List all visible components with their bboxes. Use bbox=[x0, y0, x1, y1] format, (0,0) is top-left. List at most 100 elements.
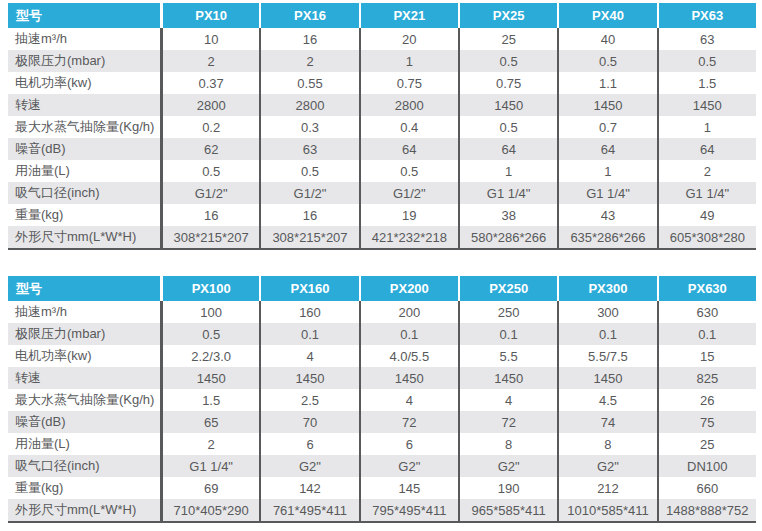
spec-value-cell: 1 bbox=[458, 160, 557, 182]
spec-value-cell: 10 bbox=[160, 28, 259, 50]
spec-value-cell: 965*585*411 bbox=[458, 499, 557, 523]
spec-value-cell: G1/2" bbox=[160, 182, 259, 204]
spec-value-cell: G1/2" bbox=[359, 182, 458, 204]
row-label: 抽速m³/h bbox=[8, 28, 160, 50]
spec-value-cell: 4 bbox=[458, 389, 557, 411]
spec-value-cell: G2" bbox=[259, 455, 358, 477]
spec-value-cell: 1450 bbox=[160, 367, 259, 389]
spec-value-cell: 5.5/7.5 bbox=[557, 345, 656, 367]
spec-value-cell: G1/2" bbox=[259, 182, 358, 204]
spec-value-cell: 605*308*280 bbox=[657, 226, 756, 250]
table-row: 电机功率(kw)2.2/3.044.0/5.55.55.5/7.515 bbox=[8, 345, 756, 367]
row-label: 重量(kg) bbox=[8, 477, 160, 499]
spec-value-cell: 16 bbox=[259, 28, 358, 50]
row-label: 吸气口径(inch) bbox=[8, 182, 160, 204]
spec-value-cell: 1450 bbox=[557, 367, 656, 389]
spec-value-cell: 635*286*266 bbox=[557, 226, 656, 250]
model-column-header: PX630 bbox=[657, 276, 756, 301]
row-label: 外形尺寸mm(L*W*H) bbox=[8, 226, 160, 250]
spec-value-cell: 0.5 bbox=[458, 116, 557, 138]
spec-value-cell: 69 bbox=[160, 477, 259, 499]
spec-table-large-models: 型号PX100PX160PX200PX250PX300PX630抽速m³/h10… bbox=[8, 276, 756, 523]
model-column-header: PX16 bbox=[259, 3, 358, 28]
spec-value-cell: 63 bbox=[259, 138, 358, 160]
header-row: 型号PX100PX160PX200PX250PX300PX630 bbox=[8, 276, 756, 301]
table-row: 重量(kg)161619384349 bbox=[8, 204, 756, 226]
table-header-label: 型号 bbox=[8, 3, 160, 28]
spec-value-cell: 2 bbox=[160, 50, 259, 72]
spec-value-cell: 1450 bbox=[657, 94, 756, 116]
table-row: 外形尺寸mm(L*W*H)308*215*207308*215*207421*2… bbox=[8, 226, 756, 250]
spec-value-cell: 1450 bbox=[557, 94, 656, 116]
spec-value-cell: 0.1 bbox=[657, 323, 756, 345]
spec-value-cell: 4.5 bbox=[557, 389, 656, 411]
table-row: 外形尺寸mm(L*W*H)710*405*290761*495*411795*4… bbox=[8, 499, 756, 523]
table-row: 电机功率(kw)0.370.550.750.751.11.5 bbox=[8, 72, 756, 94]
spec-value-cell: 40 bbox=[557, 28, 656, 50]
table-row: 转速14501450145014501450825 bbox=[8, 367, 756, 389]
spec-value-cell: G1 1/4" bbox=[657, 182, 756, 204]
row-label: 外形尺寸mm(L*W*H) bbox=[8, 499, 160, 523]
spec-value-cell: 0.75 bbox=[458, 72, 557, 94]
table-row: 吸气口径(inch)G1/2"G1/2"G1/2"G1 1/4"G1 1/4"G… bbox=[8, 182, 756, 204]
spec-value-cell: G2" bbox=[458, 455, 557, 477]
spec-value-cell: 4.0/5.5 bbox=[359, 345, 458, 367]
spec-value-cell: 190 bbox=[458, 477, 557, 499]
spec-value-cell: 0.55 bbox=[259, 72, 358, 94]
spec-value-cell: 2800 bbox=[160, 94, 259, 116]
spec-value-cell: 142 bbox=[259, 477, 358, 499]
spec-value-cell: 0.7 bbox=[557, 116, 656, 138]
spec-value-cell: 0.5 bbox=[160, 323, 259, 345]
spec-value-cell: 74 bbox=[557, 411, 656, 433]
spec-table-small-models: 型号PX10PX16PX21PX25PX40PX63抽速m³/h10162025… bbox=[8, 3, 756, 250]
table-header-label: 型号 bbox=[8, 276, 160, 301]
spec-value-cell: 16 bbox=[160, 204, 259, 226]
spec-value-cell: 15 bbox=[657, 345, 756, 367]
spec-value-cell: 62 bbox=[160, 138, 259, 160]
spec-value-cell: G1 1/4" bbox=[557, 182, 656, 204]
spec-value-cell: 1450 bbox=[458, 94, 557, 116]
spec-value-cell: 145 bbox=[359, 477, 458, 499]
spec-value-cell: 5.5 bbox=[458, 345, 557, 367]
spec-value-cell: 2800 bbox=[259, 94, 358, 116]
spec-value-cell: 1 bbox=[557, 160, 656, 182]
spec-value-cell: 1488*888*752 bbox=[657, 499, 756, 523]
pump-spec-sheet: 型号PX10PX16PX21PX25PX40PX63抽速m³/h10162025… bbox=[0, 0, 762, 523]
table-row: 重量(kg)69142145190212660 bbox=[8, 477, 756, 499]
spec-value-cell: 630 bbox=[657, 301, 756, 323]
spec-value-cell: 8 bbox=[458, 433, 557, 455]
row-label: 最大水蒸气抽除量(Kg/h) bbox=[8, 389, 160, 411]
spec-value-cell: 212 bbox=[557, 477, 656, 499]
row-label: 转速 bbox=[8, 94, 160, 116]
spec-value-cell: DN100 bbox=[657, 455, 756, 477]
spec-value-cell: 64 bbox=[359, 138, 458, 160]
row-label: 吸气口径(inch) bbox=[8, 455, 160, 477]
table-row: 噪音(dB)657072727475 bbox=[8, 411, 756, 433]
spec-value-cell: 4 bbox=[259, 345, 358, 367]
spec-value-cell: 250 bbox=[458, 301, 557, 323]
row-label: 噪音(dB) bbox=[8, 138, 160, 160]
spec-value-cell: 710*405*290 bbox=[160, 499, 259, 523]
spec-value-cell: 0.5 bbox=[359, 160, 458, 182]
spec-value-cell: 19 bbox=[359, 204, 458, 226]
spec-value-cell: 26 bbox=[657, 389, 756, 411]
spec-value-cell: 6 bbox=[259, 433, 358, 455]
spec-value-cell: 660 bbox=[657, 477, 756, 499]
spec-value-cell: 308*215*207 bbox=[160, 226, 259, 250]
model-column-header: PX160 bbox=[259, 276, 358, 301]
table-row: 转速280028002800145014501450 bbox=[8, 94, 756, 116]
spec-value-cell: 0.1 bbox=[458, 323, 557, 345]
row-label: 抽速m³/h bbox=[8, 301, 160, 323]
spec-value-cell: 1.5 bbox=[657, 72, 756, 94]
spec-value-cell: 1 bbox=[657, 116, 756, 138]
row-label: 用油量(L) bbox=[8, 160, 160, 182]
row-label: 最大水蒸气抽除量(Kg/h) bbox=[8, 116, 160, 138]
spec-value-cell: 65 bbox=[160, 411, 259, 433]
row-label: 电机功率(kw) bbox=[8, 72, 160, 94]
spec-value-cell: 8 bbox=[557, 433, 656, 455]
spec-value-cell: 25 bbox=[657, 433, 756, 455]
spec-value-cell: 2 bbox=[259, 50, 358, 72]
spec-value-cell: 72 bbox=[359, 411, 458, 433]
spec-value-cell: 64 bbox=[557, 138, 656, 160]
spec-value-cell: 0.5 bbox=[160, 160, 259, 182]
